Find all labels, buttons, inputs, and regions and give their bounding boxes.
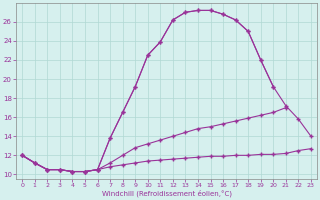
X-axis label: Windchill (Refroidissement éolien,°C): Windchill (Refroidissement éolien,°C) [101,190,232,197]
